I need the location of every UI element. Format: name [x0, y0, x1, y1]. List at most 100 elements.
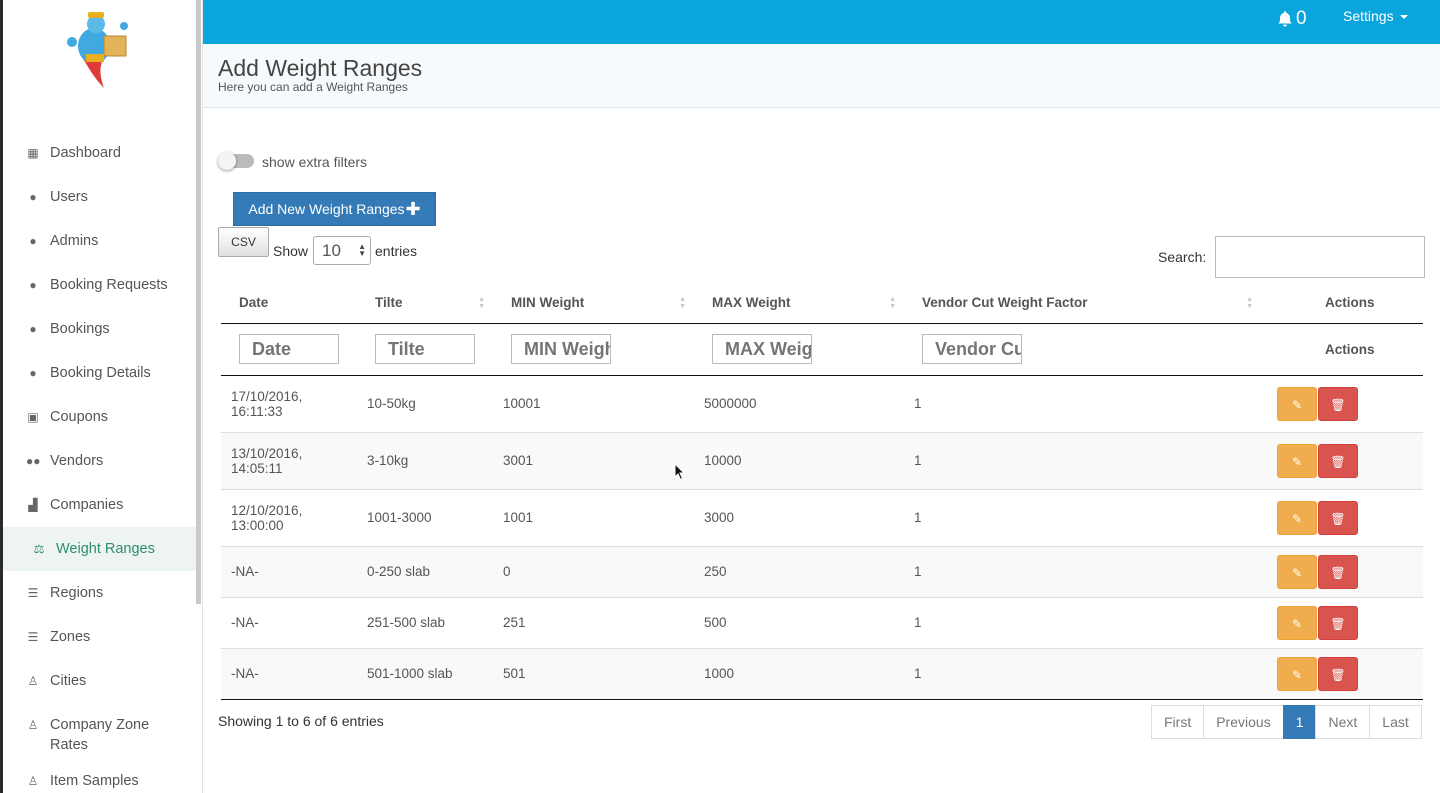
actions-cell: ✎ 🗑 [1261, 431, 1423, 489]
max-weight-cell: 3000 [694, 488, 904, 546]
column-header-date[interactable]: Date [221, 283, 357, 324]
vendor-cut-cell: 1 [904, 488, 1261, 546]
sidebar-item-zones[interactable]: ☰ Zones [27, 629, 91, 645]
filter-cell [221, 322, 357, 376]
sort-icon: ▲ ▼ [679, 296, 686, 310]
delete-button[interactable]: 🗑 [1318, 605, 1358, 640]
pagination-previous[interactable]: Previous [1203, 705, 1284, 739]
gift-icon: ▣ [27, 410, 39, 424]
user-icon: ● [29, 190, 37, 204]
weight-ranges-table: Date Tilte ▲ ▼ MIN Weight ▲ ▼ MAX Weight ▲ ▼ V… [221, 283, 1423, 700]
pagination-last[interactable]: Last [1369, 705, 1422, 739]
delete-button[interactable]: 🗑 [1318, 500, 1358, 535]
min-weight-cell: 251 [493, 596, 694, 648]
pagination-page-1[interactable]: 1 [1282, 705, 1317, 739]
vendor-cut-cell: 1 [904, 545, 1261, 597]
search-label: Search: [1158, 249, 1207, 265]
signpost-icon: ☰ [27, 630, 39, 644]
title-cell: 3-10kg [357, 431, 493, 489]
mouse-cursor-icon [674, 463, 686, 481]
pagination-first[interactable]: First [1151, 705, 1205, 739]
title-cell: 0-250 slab [357, 545, 493, 597]
vendor-cut-cell: 1 [904, 431, 1261, 489]
sidebar: ▦ Dashboard ● Users ● Admins ● Booking Reque… [0, 0, 203, 793]
vendor-cut-cell: 1 [904, 596, 1261, 648]
show-label: Show [273, 243, 309, 259]
sidebar-item-coupons[interactable]: ▣ Coupons [27, 409, 109, 425]
sidebar-item-booking-details[interactable]: ● Booking Details [3, 351, 196, 395]
date-cell: 12/10/2016, 13:00:00 [221, 488, 357, 546]
sidebar-scrollbar[interactable] [196, 0, 201, 604]
max-weight-filter-input[interactable] [712, 334, 812, 364]
sidebar-item-admins[interactable]: ● Admins [3, 219, 196, 263]
table-info: Showing 1 to 6 of 6 entries [218, 713, 384, 729]
table-row: 13/10/2016, 14:05:11 3-10kg 3001 10000 1 … [221, 431, 1423, 489]
filter-actions-label: Actions [1261, 322, 1423, 376]
min-weight-cell: 501 [493, 647, 694, 700]
column-header-vendor-cut[interactable]: Vendor Cut Weight Factor ▲ ▼ [904, 283, 1261, 324]
delete-button[interactable]: 🗑 [1318, 656, 1358, 691]
max-weight-cell: 1000 [694, 647, 904, 700]
title-filter-input[interactable] [375, 334, 475, 364]
sidebar-item-cities[interactable]: ♙ Cities [27, 673, 87, 689]
sidebar-item-bookings[interactable]: ● Bookings [3, 307, 196, 351]
min-weight-cell: 1001 [493, 488, 694, 546]
top-navbar: 0 Settings [203, 0, 1440, 44]
delete-button[interactable]: 🗑 [1318, 554, 1358, 589]
add-weight-range-button[interactable]: Add New Weight Ranges ✚ [233, 192, 436, 226]
table-row: 17/10/2016, 16:11:33 10-50kg 10001 500000… [221, 374, 1423, 432]
title-cell: 10-50kg [357, 374, 493, 432]
users-icon: ●● [26, 454, 41, 468]
sidebar-item-vendors[interactable]: ●● Vendors [26, 453, 104, 469]
actions-cell: ✎ 🗑 [1261, 545, 1423, 597]
dashboard-icon: ▦ [27, 146, 39, 160]
sidebar-item-item-samples[interactable]: ♙ Item Samples [27, 773, 139, 789]
extra-filters-toggle[interactable] [218, 152, 254, 170]
sidebar-item-users[interactable]: ● Users [3, 175, 196, 219]
edit-button[interactable]: ✎ [1277, 386, 1317, 421]
column-header-title[interactable]: Tilte ▲ ▼ [357, 283, 493, 324]
date-cell: -NA- [221, 545, 357, 597]
sort-icon: ▲ ▼ [889, 296, 896, 310]
settings-dropdown[interactable]: Settings [1343, 8, 1408, 24]
page-size-select[interactable]: 10 ▲ ▼ [313, 236, 371, 265]
delete-button[interactable]: 🗑 [1318, 386, 1358, 421]
edit-button[interactable]: ✎ [1277, 656, 1317, 691]
balance-scale-icon: ⚖ [33, 542, 45, 556]
spinner-arrows-icon: ▲ ▼ [358, 242, 366, 258]
search-input[interactable] [1215, 236, 1425, 278]
delete-button[interactable]: 🗑 [1318, 443, 1358, 478]
column-header-min-weight[interactable]: MIN Weight ▲ ▼ [493, 283, 694, 324]
table-row: 12/10/2016, 13:00:00 1001-3000 1001 3000 … [221, 488, 1423, 546]
max-weight-cell: 250 [694, 545, 904, 597]
caret-down-icon [1399, 15, 1408, 20]
edit-button[interactable]: ✎ [1277, 443, 1317, 478]
window-edge [0, 0, 3, 793]
sidebar-item-regions[interactable]: ☰ Regions [27, 585, 104, 601]
page-size-value: 10 [322, 241, 341, 260]
min-weight-filter-input[interactable] [511, 334, 611, 364]
actions-cell: ✎ 🗑 [1261, 647, 1423, 700]
column-header-max-weight[interactable]: MAX Weight ▲ ▼ [694, 283, 904, 324]
filter-cell [493, 322, 694, 376]
date-filter-input[interactable] [239, 334, 339, 364]
sidebar-item-dashboard[interactable]: ▦ Dashboard [27, 145, 121, 161]
pagination-next[interactable]: Next [1315, 705, 1371, 739]
min-weight-cell: 0 [493, 545, 694, 597]
bell-icon [1278, 11, 1292, 27]
sidebar-item-company-zone-rates[interactable]: ♙ Company Zone Rates [27, 717, 150, 753]
vendor-cut-filter-input[interactable] [922, 334, 1022, 364]
column-header-actions: Actions [1261, 283, 1423, 324]
csv-export-button[interactable]: CSV [218, 227, 269, 257]
title-cell: 251-500 slab [357, 596, 493, 648]
date-cell: -NA- [221, 647, 357, 700]
sidebar-item-weight-ranges[interactable]: ⚖ Weight Ranges [3, 527, 196, 571]
edit-button[interactable]: ✎ [1277, 554, 1317, 589]
sidebar-item-companies[interactable]: ▟ Companies [3, 483, 196, 527]
notifications-button[interactable]: 0 [1276, 8, 1307, 30]
sidebar-item-booking-requests[interactable]: ● Booking Requests [3, 263, 196, 307]
edit-button[interactable]: ✎ [1277, 605, 1317, 640]
table-row: -NA- 0-250 slab 0 250 1 ✎ 🗑 [221, 545, 1423, 597]
edit-button[interactable]: ✎ [1277, 500, 1317, 535]
title-cell: 501-1000 slab [357, 647, 493, 700]
